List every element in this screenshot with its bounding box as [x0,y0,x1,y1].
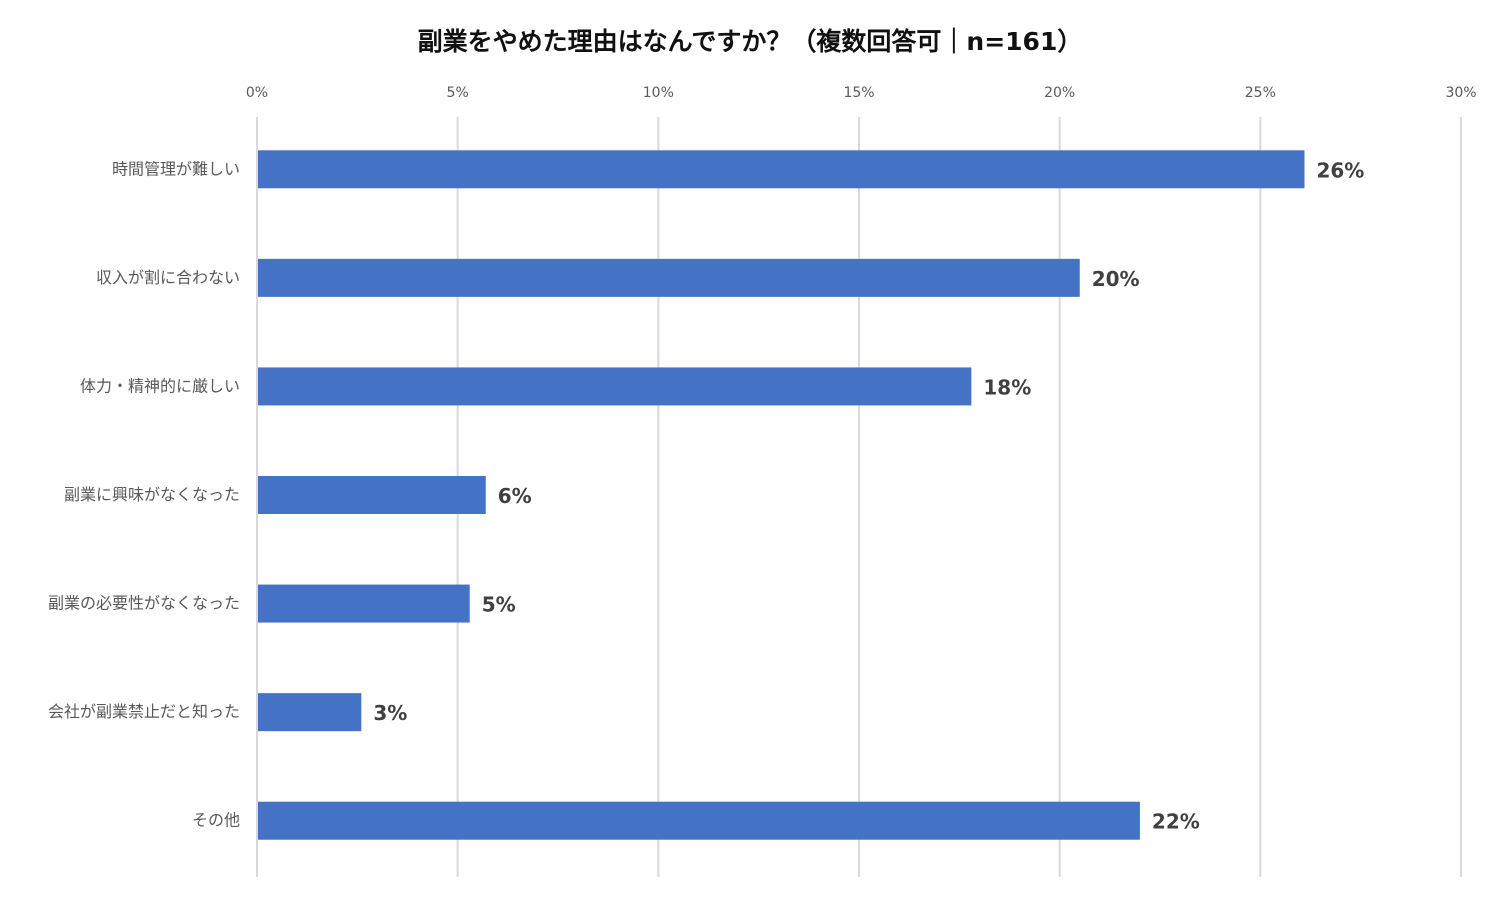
x-tick-label: 10% [643,85,674,101]
category-label: 副業に興味がなくなった [64,485,240,504]
bar [258,801,1140,840]
x-tick-label: 0% [246,85,268,101]
data-label: 5% [482,593,516,617]
data-label: 18% [983,375,1031,399]
category-label: 体力・精神的に厳しい [80,376,240,395]
category-label: 時間管理が難しい [112,159,240,178]
data-label: 20% [1092,267,1140,291]
x-tick-label: 20% [1044,85,1075,101]
x-tick-label: 30% [1445,85,1476,101]
data-label: 3% [373,701,407,725]
x-tick-label: 25% [1245,85,1276,101]
x-tick-label: 5% [447,85,469,101]
category-label: 収入が割に合わない [96,268,240,287]
data-label: 26% [1316,158,1364,182]
category-label: その他 [192,811,240,830]
bar [258,367,972,406]
bar [258,693,362,732]
category-label: 会社が副業禁止だと知った [48,702,240,721]
chart-title: 副業をやめた理由はなんですか？（複数回答可｜n=161） [417,27,1083,56]
data-label: 22% [1152,810,1200,834]
data-label: 6% [498,484,532,508]
bar [258,584,470,623]
bar [258,258,1080,297]
x-tick-label: 15% [843,85,874,101]
category-label: 副業の必要性がなくなった [48,594,240,613]
bar [258,150,1305,189]
bar [258,476,486,514]
